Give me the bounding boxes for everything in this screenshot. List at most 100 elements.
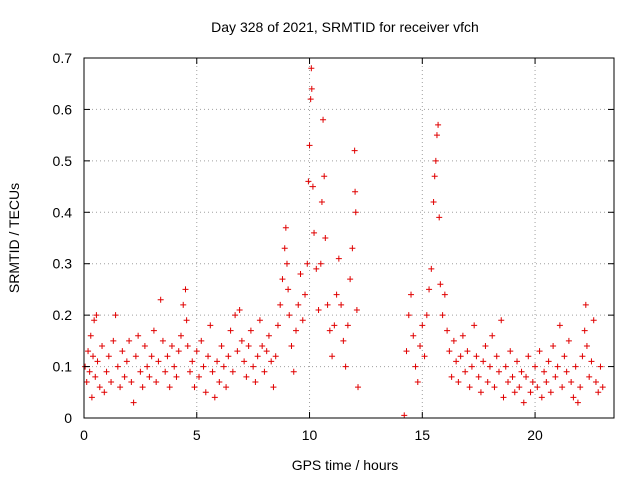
data-point: [570, 394, 577, 401]
data-point: [329, 353, 336, 360]
data-point: [532, 363, 539, 370]
data-point: [157, 296, 164, 303]
data-point: [471, 322, 478, 329]
data-point: [421, 353, 428, 360]
data-point: [462, 368, 469, 375]
data-point: [464, 348, 471, 355]
data-point: [279, 276, 286, 283]
data-point: [477, 389, 484, 396]
chart-title: Day 328 of 2021, SRMTID for receiver vfc…: [211, 19, 479, 35]
data-point: [146, 373, 153, 380]
data-point: [581, 327, 588, 334]
plot-frame: [83, 57, 615, 419]
data-point: [209, 368, 216, 375]
data-point: [335, 255, 342, 262]
data-point: [223, 384, 230, 391]
data-point: [538, 394, 545, 401]
data-point: [448, 373, 455, 380]
data-point: [561, 353, 568, 360]
data-point: [87, 332, 94, 339]
data-point: [505, 379, 511, 385]
data-point: [283, 260, 290, 267]
data-point: [214, 358, 221, 365]
data-point: [304, 260, 311, 267]
y-tick-label: 0: [64, 410, 72, 426]
data-point: [308, 65, 315, 72]
x-tick-label: 5: [193, 427, 201, 443]
data-point: [259, 343, 266, 349]
data-point: [317, 260, 324, 267]
data-point: [320, 116, 327, 123]
data-point: [498, 317, 505, 324]
data-point: [577, 384, 584, 391]
data-point: [550, 343, 557, 349]
data-point: [480, 358, 487, 365]
data-point: [349, 245, 356, 252]
data-point: [495, 368, 502, 375]
data-point: [574, 399, 581, 406]
data-point: [446, 348, 453, 355]
data-point: [435, 121, 442, 128]
data-point: [347, 276, 354, 283]
data-point: [529, 379, 536, 385]
data-point: [552, 373, 559, 380]
data-point: [164, 353, 171, 360]
data-point: [110, 337, 117, 344]
data-point: [313, 265, 320, 272]
data-point: [311, 229, 318, 236]
data-point: [274, 322, 281, 329]
data-point: [159, 337, 166, 344]
data-point: [486, 363, 493, 370]
data-point: [543, 379, 550, 385]
data-point: [430, 199, 437, 205]
data-point: [290, 368, 297, 375]
data-point: [117, 384, 124, 391]
data-point: [579, 353, 586, 360]
data-point: [468, 363, 475, 370]
data-point: [307, 96, 314, 103]
data-point: [198, 337, 205, 344]
data-point: [281, 245, 288, 252]
data-point: [189, 358, 196, 365]
data-point: [241, 358, 248, 365]
data-point: [507, 348, 514, 355]
data-point: [599, 384, 606, 391]
data-point: [405, 312, 412, 319]
data-point: [489, 332, 496, 339]
data-point: [453, 358, 460, 365]
data-point: [419, 322, 426, 329]
data-point: [119, 348, 126, 355]
y-tick-label: 0.7: [53, 50, 73, 66]
data-point: [139, 384, 146, 391]
data-point: [86, 368, 93, 375]
data-point: [94, 358, 101, 365]
data-point: [183, 317, 190, 324]
data-point: [426, 286, 433, 293]
data-point: [473, 353, 480, 360]
data-point: [254, 353, 261, 360]
data-point: [514, 358, 521, 365]
data-point: [128, 379, 135, 385]
data-point: [96, 384, 103, 391]
data-point: [236, 307, 243, 313]
data-point: [182, 286, 189, 293]
data-point: [321, 173, 328, 180]
data-point: [177, 332, 184, 339]
data-point: [112, 312, 119, 319]
data-point: [288, 343, 295, 349]
data-point: [595, 389, 602, 396]
data-point: [162, 368, 169, 375]
x-tick-label: 15: [415, 427, 431, 443]
data-point: [265, 332, 272, 339]
data-point: [196, 373, 203, 380]
data-point: [342, 363, 349, 370]
data-point: [202, 389, 209, 396]
y-tick-label: 0.6: [53, 101, 73, 117]
data-point: [597, 363, 604, 370]
data-point: [218, 343, 225, 349]
data-point: [268, 358, 275, 365]
data-point: [184, 343, 191, 349]
data-point: [92, 373, 99, 380]
data-point: [352, 209, 359, 216]
data-point: [130, 399, 137, 406]
